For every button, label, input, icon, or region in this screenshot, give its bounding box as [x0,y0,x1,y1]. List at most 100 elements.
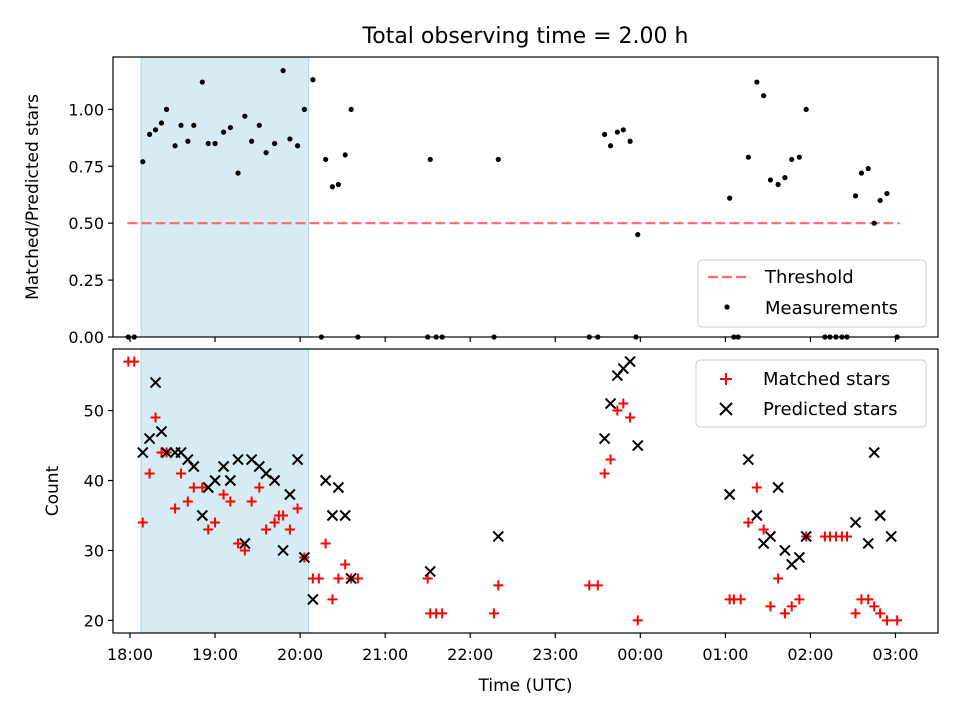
matched-point [144,468,155,479]
measurement-point [761,93,767,99]
measurement-point [884,190,890,197]
legend-matched-swatch [720,373,732,385]
matched-point [188,482,199,493]
matched-point [320,538,331,549]
predicted-point [209,474,221,487]
matched-point [352,573,363,584]
matched-point [758,524,769,535]
measurement-point [871,220,877,226]
measurement-point [301,106,307,112]
matched-point [210,517,221,528]
matched-point [779,608,790,619]
matched-point [584,580,595,591]
measurement-point [627,138,633,144]
predicted-point [604,397,617,410]
matched-point [129,356,140,367]
x-tick-label: 03:00 [872,645,918,664]
matched-point [599,468,610,479]
legend-predicted-swatch [719,402,733,416]
predicted-point [332,481,345,494]
y-tick-label: 50 [84,402,104,421]
measurement-point [852,193,859,199]
count-panel: 20 30 40 50 18:00 19:00 20:00 21:00 22:00 23:00 00… [43,348,939,696]
x-tick-label: 22:00 [447,645,493,664]
matched-point [489,608,500,619]
matched-point [269,517,280,528]
matched-point [869,601,880,612]
matched-point [751,482,762,493]
matched-point [841,531,852,542]
predicted-point [232,453,244,466]
predicted-point [155,425,168,438]
measurement-point [140,159,146,165]
matched-point [150,412,161,423]
y-tick-label: 0.75 [68,157,104,176]
matched-point [327,594,338,605]
measurement-point [601,131,608,137]
y-tick-label: 20 [84,611,104,630]
y-tick-label: 40 [84,472,104,491]
axes-frame [112,56,939,338]
measurement-point [342,152,348,158]
predicted-point [326,509,339,522]
matched-point [437,608,448,619]
measurement-point [235,170,241,176]
y-axis-label: Matched/Predicted stars [23,94,43,300]
predicted-point [849,516,862,529]
matched-point [493,580,504,591]
predicted-point [764,530,777,543]
legend: Threshold Measurements [697,259,927,328]
predicted-point [742,453,755,466]
measurement-point [294,143,301,149]
measurement-point [263,150,269,156]
matched-point [170,503,181,514]
legend-box [697,259,927,328]
measurement-point [163,106,170,112]
matched-point [313,573,324,584]
predicted-point [868,446,880,459]
measurement-point [427,156,433,163]
matched-point [246,496,257,507]
y-tick-label: 0.25 [68,271,104,290]
y-tick-label: 1.00 [68,100,104,119]
predicted-point [779,544,791,557]
matched-point [765,601,776,612]
predicted-point [268,474,281,487]
matched-point [197,482,208,493]
measurement-point [767,177,774,183]
matched-point [278,510,289,521]
predicted-point [284,488,296,501]
predicted-point [277,544,289,557]
matched-point [203,524,214,535]
matched-point [632,615,643,626]
measurement-point [199,79,205,85]
matched-point [881,615,892,626]
x-tick-label: 00:00 [617,645,663,664]
matched-point [875,608,886,619]
measurement-point [620,127,626,133]
measurement-point [329,184,336,190]
matched-point [592,580,603,591]
y-axis-label: Count [43,465,63,516]
predicted-point [598,432,611,445]
matched-point [605,454,616,465]
matched-point [137,517,148,528]
x-axis-label: Time (UTC) [478,676,573,696]
measurement-point [727,195,733,201]
measurement-point [205,140,211,147]
matched-point [743,517,754,528]
axes-frame [112,348,939,634]
matched-point [225,496,236,507]
predicted-point [307,593,319,606]
measurement-point [287,136,293,142]
measurement-point [220,129,227,135]
measurement-point [635,231,641,238]
matched-point [773,573,784,584]
measurement-point [146,131,153,137]
predicted-point [751,509,763,522]
matched-point [612,405,623,416]
matched-point [735,594,746,605]
matched-point [261,524,272,535]
measurement-point [227,124,233,131]
matched-point [284,524,295,535]
